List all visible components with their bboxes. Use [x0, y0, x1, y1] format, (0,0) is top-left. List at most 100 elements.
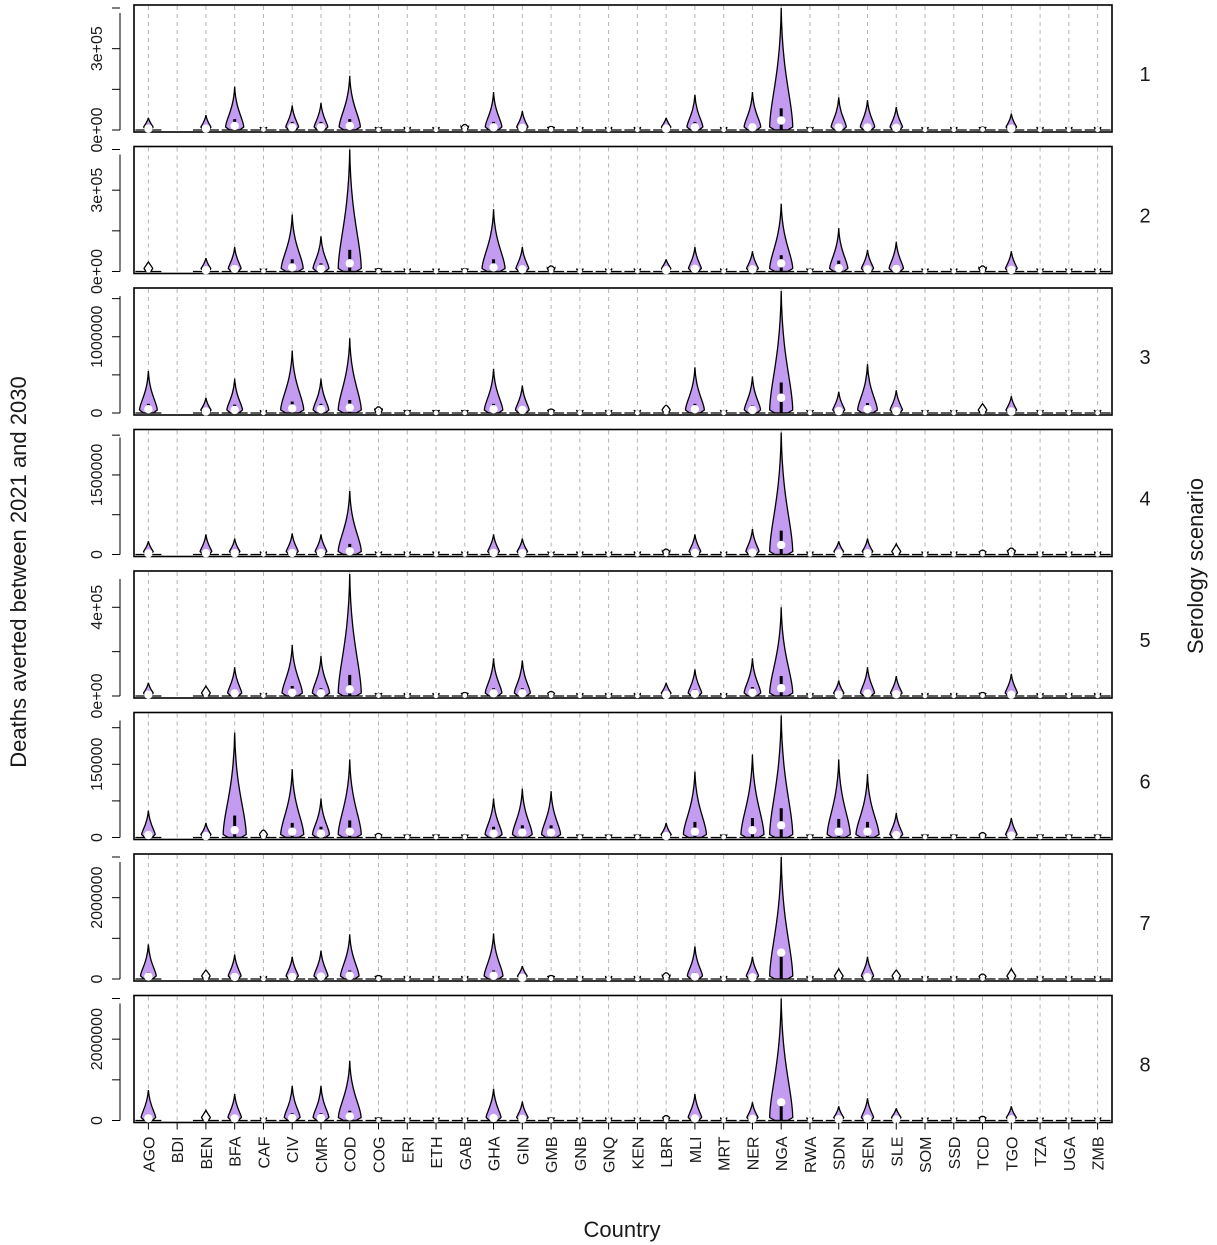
median-point: [1037, 268, 1043, 274]
median-point: [518, 1114, 527, 1124]
median-point: [690, 123, 700, 132]
median-point: [690, 827, 700, 836]
median-point: [1037, 127, 1043, 133]
median-point: [690, 404, 700, 414]
median-point: [462, 268, 468, 274]
median-point: [922, 551, 928, 557]
median-point: [288, 123, 297, 132]
median-point: [606, 410, 612, 416]
median-point: [433, 268, 439, 274]
median-point: [489, 404, 498, 414]
median-point: [980, 409, 985, 415]
median-point: [577, 1117, 583, 1123]
median-point: [345, 1112, 354, 1121]
median-point: [261, 127, 266, 132]
median-point: [1066, 976, 1072, 982]
median-point: [230, 972, 239, 982]
x-tick-label-SOM: SOM: [918, 1137, 935, 1173]
x-axis-title: Country: [583, 1217, 660, 1242]
median-point: [748, 405, 757, 415]
median-point: [777, 540, 786, 550]
median-point: [518, 265, 527, 274]
median-point: [1095, 410, 1101, 416]
median-point: [203, 1117, 209, 1122]
median-point: [922, 410, 928, 416]
median-point: [433, 551, 439, 557]
median-point: [433, 410, 439, 416]
x-tick-label-ZMB: ZMB: [1091, 1137, 1108, 1171]
median-point: [144, 1114, 153, 1123]
median-point: [661, 265, 671, 275]
panel-frame: [133, 287, 1113, 416]
panel-frame: [133, 994, 1113, 1124]
median-point: [922, 834, 928, 840]
median-point: [577, 268, 583, 274]
median-point: [721, 976, 727, 982]
median-point: [316, 264, 326, 273]
median-point: [748, 123, 757, 132]
median-point: [288, 827, 297, 836]
median-point: [261, 834, 266, 839]
panel-frame: [133, 428, 1113, 558]
median-point: [518, 405, 527, 415]
median-point: [345, 547, 354, 556]
median-point: [1007, 1115, 1016, 1124]
median-point: [748, 688, 757, 697]
median-point: [922, 976, 928, 982]
median-point: [230, 264, 239, 273]
median-point: [807, 268, 813, 274]
median-point: [433, 976, 439, 982]
median-point: [261, 410, 266, 416]
x-tick-label-SEN: SEN: [861, 1137, 878, 1170]
median-point: [433, 1117, 439, 1123]
median-point: [1007, 265, 1016, 275]
x-tick-label-SLE: SLE: [889, 1137, 906, 1167]
median-point: [1095, 127, 1101, 133]
median-point: [230, 1114, 239, 1123]
median-point: [288, 1113, 297, 1123]
median-point: [836, 975, 842, 981]
median-point: [201, 407, 211, 416]
median-point: [376, 834, 381, 839]
median-point: [721, 127, 727, 133]
x-tick-label-SSD: SSD: [947, 1137, 964, 1170]
median-point: [345, 827, 354, 836]
median-point: [892, 123, 901, 133]
median-point: [1095, 1117, 1101, 1123]
median-point: [261, 976, 266, 982]
median-point: [1066, 127, 1072, 133]
x-tick-label-TCD: TCD: [976, 1137, 993, 1170]
median-point: [404, 551, 410, 557]
panel-frame: [133, 570, 1113, 699]
median-point: [606, 127, 612, 133]
median-point: [489, 548, 498, 558]
x-tick-label-ETH: ETH: [429, 1137, 446, 1169]
median-point: [690, 1114, 700, 1123]
median-point: [606, 693, 612, 699]
x-tick-label-NGA: NGA: [774, 1136, 791, 1171]
median-point: [203, 975, 209, 981]
median-point: [690, 689, 700, 698]
median-point: [548, 1117, 554, 1123]
x-tick-label-GHA: GHA: [487, 1136, 504, 1171]
y-tick-label: 0e+00: [89, 249, 106, 294]
median-point: [634, 410, 640, 416]
median-point: [230, 825, 239, 835]
scenario-label: 3: [1139, 347, 1150, 369]
median-point: [834, 549, 843, 558]
x-tick-label-COD: COD: [343, 1137, 360, 1173]
scenario-label: 2: [1139, 206, 1150, 228]
median-point: [863, 972, 872, 982]
median-point: [951, 1117, 957, 1123]
median-point: [807, 410, 813, 416]
median-point: [834, 827, 843, 836]
median-point: [1037, 834, 1043, 840]
median-point: [1066, 1117, 1072, 1123]
median-point: [951, 976, 957, 982]
median-point: [807, 551, 813, 557]
median-point: [144, 972, 153, 981]
median-point: [663, 551, 669, 557]
x-tick-label-CIV: CIV: [285, 1136, 302, 1163]
median-point: [489, 123, 498, 132]
